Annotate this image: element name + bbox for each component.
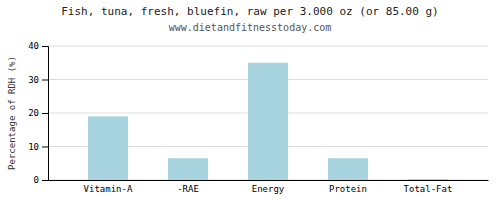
y-axis-title: Percentage of RDH (%) <box>7 56 17 170</box>
x-axis-line <box>49 180 489 181</box>
grid <box>48 46 488 180</box>
y-tick-label: 10 <box>28 142 39 152</box>
y-axis-line <box>42 47 49 181</box>
x-tick-label: Vitamin-A <box>84 184 133 194</box>
y-tick-label: 20 <box>28 108 39 118</box>
y-tick-mark <box>42 46 48 47</box>
x-axis: Vitamin-A -RAE Energy Protein Total-Fat <box>49 181 489 195</box>
subtitle: www.dietandfitnesstoday.com <box>169 22 332 33</box>
x-tick: Protein <box>329 184 367 194</box>
x-tick-label: Energy <box>252 184 285 194</box>
y-tick-mark <box>42 113 48 114</box>
y-tick-label: 30 <box>28 75 39 85</box>
bar <box>88 116 128 180</box>
grid-line <box>48 46 488 47</box>
y-tick-label: 0 <box>34 175 39 185</box>
x-tick-label: Protein <box>329 184 367 194</box>
x-tick-label: Total-Fat <box>404 184 453 194</box>
bar <box>168 158 208 180</box>
title: Fish, tuna, fresh, bluefin, raw per 3.00… <box>61 5 439 18</box>
y-tick-label: 40 <box>28 41 39 51</box>
bar <box>328 158 368 180</box>
y-tick-mark <box>42 180 48 181</box>
x-tick: Total-Fat <box>404 184 453 194</box>
x-tick-label: -RAE <box>177 184 199 194</box>
y-tick: 10 <box>28 142 48 152</box>
y-tick: 30 <box>28 75 48 85</box>
chart: Fish, tuna, fresh, bluefin, raw per 3.00… <box>0 0 500 200</box>
y-tick: 20 <box>28 108 48 118</box>
x-tick: -RAE <box>177 184 199 194</box>
y-tick-mark <box>42 80 48 81</box>
bar <box>248 63 288 180</box>
x-tick: Vitamin-A <box>84 184 133 194</box>
bar <box>408 179 448 180</box>
y-axis: 0 10 20 30 40 <box>28 41 48 185</box>
chart-container: Fish, tuna, fresh, bluefin, raw per 3.00… <box>0 0 500 200</box>
y-tick-mark <box>42 147 48 148</box>
plot: 0 10 20 30 40 Vitamin-A -RAE Energy Protein Total… <box>28 41 488 194</box>
y-tick: 40 <box>28 41 48 51</box>
bars <box>88 63 448 180</box>
x-tick: Energy <box>252 184 285 194</box>
y-tick: 0 <box>34 175 48 185</box>
